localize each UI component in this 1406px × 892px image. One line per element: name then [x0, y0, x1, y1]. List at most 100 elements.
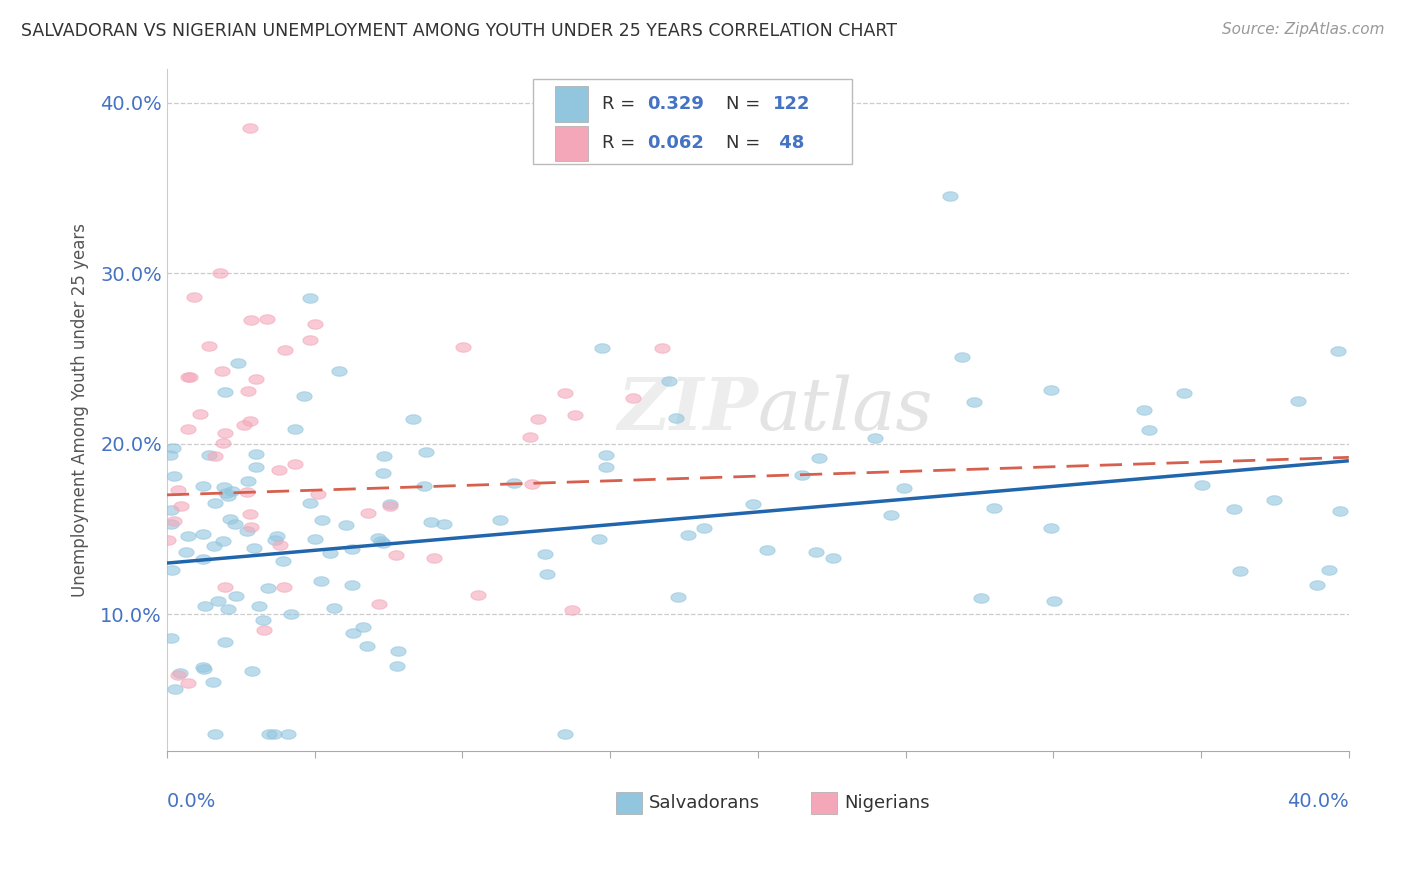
Salvadorans: [204, 496, 226, 510]
Salvadorans: [247, 599, 270, 613]
Salvadorans: [536, 566, 558, 581]
Salvadorans: [340, 542, 363, 557]
Nigerians: [236, 484, 259, 499]
Nigerians: [166, 667, 188, 681]
Nigerians: [239, 507, 262, 521]
Salvadorans: [804, 544, 827, 558]
Text: Salvadorans: Salvadorans: [650, 794, 761, 812]
Salvadorans: [595, 459, 617, 474]
Nigerians: [157, 533, 180, 547]
Salvadorans: [221, 483, 243, 498]
Salvadorans: [191, 479, 214, 493]
Salvadorans: [245, 459, 267, 474]
Salvadorans: [342, 578, 364, 592]
Salvadorans: [160, 502, 183, 516]
Nigerians: [307, 487, 329, 501]
Salvadorans: [299, 291, 322, 305]
Salvadorans: [591, 341, 613, 355]
Salvadorans: [790, 468, 813, 483]
Nigerians: [177, 676, 200, 690]
Nigerians: [269, 463, 291, 477]
Nigerians: [273, 580, 295, 594]
Salvadorans: [284, 422, 307, 436]
Salvadorans: [821, 551, 844, 566]
Salvadorans: [950, 350, 973, 364]
Salvadorans: [588, 532, 610, 546]
Nigerians: [519, 430, 541, 444]
Nigerians: [522, 477, 544, 491]
Salvadorans: [160, 516, 183, 531]
Nigerians: [467, 588, 489, 602]
Salvadorans: [415, 444, 437, 458]
Salvadorans: [191, 659, 214, 673]
Salvadorans: [1327, 344, 1350, 359]
Salvadorans: [413, 479, 436, 493]
Salvadorans: [309, 574, 332, 588]
Nigerians: [554, 386, 576, 401]
Salvadorans: [191, 527, 214, 541]
Salvadorans: [214, 385, 236, 400]
Nigerians: [423, 550, 446, 565]
Nigerians: [204, 450, 226, 464]
Salvadorans: [194, 599, 217, 614]
Salvadorans: [252, 613, 274, 627]
Salvadorans: [755, 542, 778, 557]
Nigerians: [298, 333, 321, 347]
Salvadorans: [280, 607, 302, 621]
Salvadorans: [387, 644, 409, 658]
Salvadorans: [245, 447, 267, 461]
Salvadorans: [367, 531, 389, 545]
Salvadorans: [328, 364, 350, 378]
Nigerians: [284, 457, 307, 471]
Nigerians: [253, 623, 276, 637]
Nigerians: [236, 384, 259, 399]
Salvadorans: [419, 515, 441, 529]
Salvadorans: [207, 594, 229, 608]
Nigerians: [356, 506, 378, 520]
Salvadorans: [893, 481, 915, 495]
Nigerians: [367, 597, 389, 611]
Nigerians: [239, 121, 262, 136]
Nigerians: [650, 341, 672, 355]
Nigerians: [163, 515, 186, 529]
Nigerians: [527, 412, 550, 426]
Nigerians: [214, 580, 236, 594]
Salvadorans: [665, 411, 688, 425]
Salvadorans: [335, 518, 357, 533]
Nigerians: [233, 418, 256, 433]
Salvadorans: [311, 513, 333, 527]
Y-axis label: Unemployment Among Youth under 25 years: Unemployment Among Youth under 25 years: [72, 223, 89, 597]
Salvadorans: [1137, 423, 1160, 437]
Text: R =: R =: [602, 95, 641, 113]
Salvadorans: [373, 467, 395, 481]
Salvadorans: [266, 529, 288, 543]
Salvadorans: [198, 448, 221, 462]
Nigerians: [269, 538, 291, 552]
Salvadorans: [380, 497, 402, 511]
Nigerians: [183, 290, 205, 304]
Salvadorans: [488, 513, 510, 527]
Text: 122: 122: [773, 95, 811, 113]
Salvadorans: [212, 480, 235, 494]
Salvadorans: [202, 674, 225, 689]
Nigerians: [211, 436, 233, 450]
Nigerians: [211, 364, 233, 378]
Salvadorans: [292, 389, 315, 403]
Nigerians: [378, 499, 401, 513]
Salvadorans: [963, 395, 986, 409]
Text: atlas: atlas: [758, 375, 934, 445]
Nigerians: [621, 391, 644, 405]
Salvadorans: [1133, 403, 1156, 417]
Nigerians: [256, 312, 278, 326]
Salvadorans: [193, 662, 215, 676]
FancyBboxPatch shape: [533, 78, 852, 164]
Salvadorans: [263, 726, 285, 740]
Salvadorans: [240, 665, 263, 679]
Nigerians: [451, 340, 474, 354]
Nigerians: [239, 414, 262, 428]
Salvadorans: [304, 532, 326, 546]
Text: 0.0%: 0.0%: [167, 791, 217, 811]
Text: 40.0%: 40.0%: [1286, 791, 1348, 811]
Text: SALVADORAN VS NIGERIAN UNEMPLOYMENT AMONG YOUTH UNDER 25 YEARS CORRELATION CHART: SALVADORAN VS NIGERIAN UNEMPLOYMENT AMON…: [21, 22, 897, 40]
Salvadorans: [1263, 492, 1285, 507]
